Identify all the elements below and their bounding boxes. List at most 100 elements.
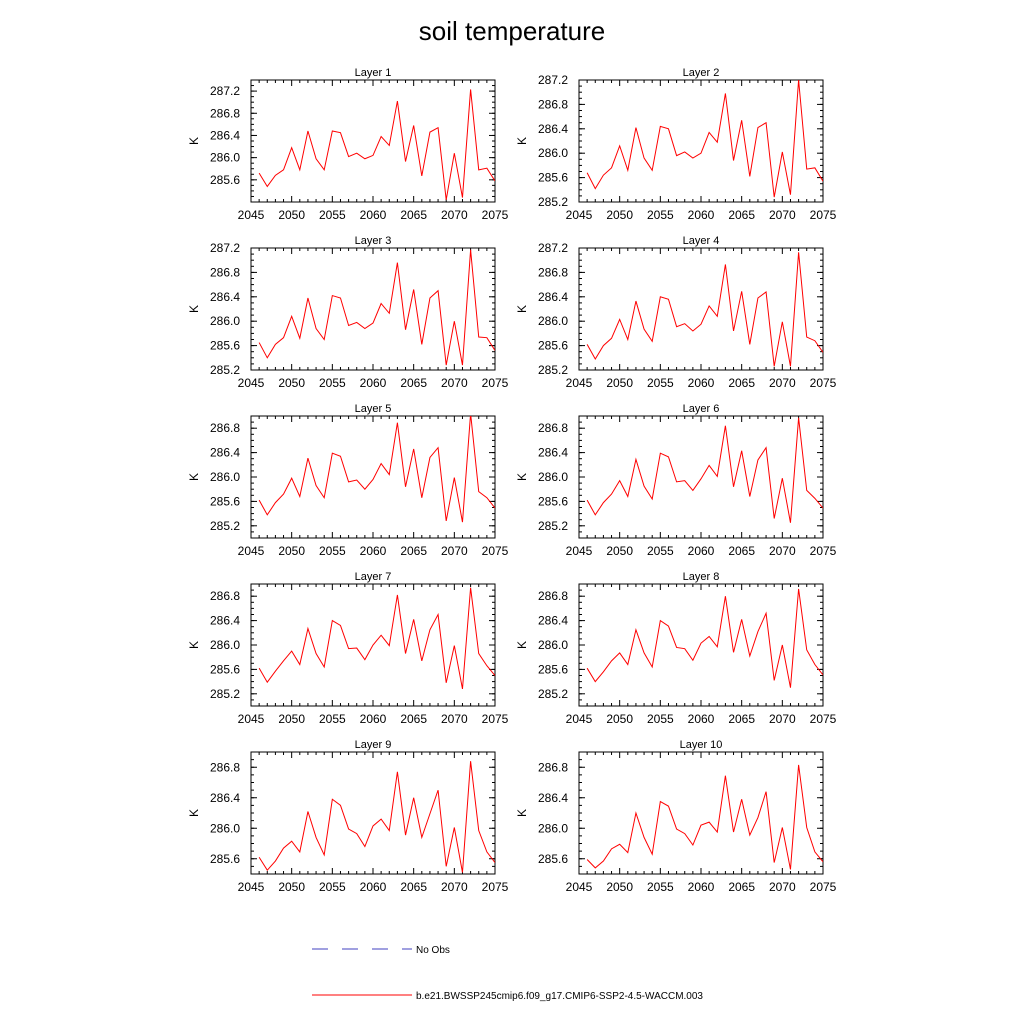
y-tick-label: 285.6 xyxy=(210,852,240,866)
plot-frame xyxy=(578,79,824,203)
x-tick-label: 2065 xyxy=(728,208,755,222)
y-tick-label: 286.0 xyxy=(210,470,240,484)
y-axis-label: K xyxy=(187,305,201,313)
panel-title: Layer 3 xyxy=(355,235,392,247)
y-tick-label: 286.8 xyxy=(210,265,240,279)
panel-title: Layer 8 xyxy=(683,571,720,583)
x-tick-label: 2045 xyxy=(238,712,265,726)
x-tick-label: 2070 xyxy=(769,208,796,222)
y-tick-label: 285.6 xyxy=(538,171,568,185)
y-tick-label: 286.0 xyxy=(210,821,240,835)
y-tick-label: 286.0 xyxy=(538,314,568,328)
plot-frame xyxy=(250,415,496,539)
y-tick-label: 286.8 xyxy=(210,760,240,774)
y-tick-label: 287.2 xyxy=(210,241,240,255)
panel-title: Layer 9 xyxy=(355,739,392,751)
y-tick-label: 286.8 xyxy=(538,760,568,774)
x-tick-label: 2045 xyxy=(566,712,593,726)
x-tick-label: 2045 xyxy=(238,880,265,894)
x-tick-label: 2055 xyxy=(647,544,674,558)
x-tick-label: 2055 xyxy=(647,208,674,222)
x-tick-label: 2055 xyxy=(647,376,674,390)
y-tick-label: 286.8 xyxy=(210,589,240,603)
y-tick-label: 286.0 xyxy=(210,314,240,328)
y-tick-label: 285.2 xyxy=(538,195,568,209)
x-tick-label: 2065 xyxy=(728,544,755,558)
y-tick-label: 286.8 xyxy=(210,421,240,435)
y-tick-label: 285.6 xyxy=(538,852,568,866)
y-tick-label: 285.6 xyxy=(538,494,568,508)
x-tick-label: 2065 xyxy=(400,208,427,222)
y-tick-label: 286.8 xyxy=(210,106,240,120)
y-tick-label: 286.0 xyxy=(210,638,240,652)
y-axis-label: K xyxy=(515,641,529,649)
x-tick-label: 2050 xyxy=(278,880,305,894)
y-tick-label: 286.0 xyxy=(538,638,568,652)
panel-title: Layer 1 xyxy=(355,67,392,79)
x-tick-label: 2050 xyxy=(606,880,633,894)
panel-title: Layer 4 xyxy=(683,235,720,247)
y-axis-label: K xyxy=(515,305,529,313)
plot-frame xyxy=(578,583,824,707)
legend-model-label: b.e21.BWSSP245cmip6.f09_g17.CMIP6-SSP2-4… xyxy=(416,991,703,1002)
x-tick-label: 2055 xyxy=(319,712,346,726)
panel-7: Layer 7 K 2045 2050 2055 2060 2065 2070 2075 285.… xyxy=(187,571,509,726)
y-tick-label: 286.4 xyxy=(210,791,240,805)
y-tick-label: 286.4 xyxy=(538,122,568,136)
y-tick-label: 285.6 xyxy=(538,339,568,353)
panel-title: Layer 10 xyxy=(680,739,723,751)
x-tick-label: 2050 xyxy=(278,208,305,222)
panel-6: Layer 6 K 2045 2050 2055 2060 2065 2070 2075 285.… xyxy=(515,403,837,558)
y-tick-label: 287.2 xyxy=(538,73,568,87)
panel-9: Layer 9 K 2045 2050 2055 2060 2065 2070 2075 285.… xyxy=(187,739,509,894)
panel-5: Layer 5 K 2045 2050 2055 2060 2065 2070 2075 285.… xyxy=(187,403,509,558)
x-tick-label: 2060 xyxy=(360,208,387,222)
x-tick-label: 2060 xyxy=(360,376,387,390)
x-tick-label: 2070 xyxy=(441,880,468,894)
y-tick-label: 286.4 xyxy=(210,446,240,460)
x-tick-label: 2070 xyxy=(769,880,796,894)
panel-title: Layer 2 xyxy=(683,67,720,79)
model-series-line xyxy=(258,89,495,200)
y-tick-label: 286.4 xyxy=(210,614,240,628)
y-tick-label: 285.2 xyxy=(538,363,568,377)
x-tick-label: 2075 xyxy=(482,208,509,222)
x-tick-label: 2075 xyxy=(482,376,509,390)
y-tick-label: 286.0 xyxy=(538,821,568,835)
y-tick-label: 285.2 xyxy=(210,687,240,701)
x-tick-label: 2045 xyxy=(566,208,593,222)
x-tick-label: 2060 xyxy=(688,544,715,558)
panel-8: Layer 8 K 2045 2050 2055 2060 2065 2070 2075 285.… xyxy=(515,571,837,726)
y-tick-label: 286.4 xyxy=(210,290,240,304)
x-tick-label: 2070 xyxy=(769,376,796,390)
model-series-line xyxy=(586,252,823,367)
x-tick-label: 2070 xyxy=(441,208,468,222)
y-tick-label: 285.2 xyxy=(210,363,240,377)
figure-title: soil temperature xyxy=(419,16,605,46)
legend: No Obs b.e21.BWSSP245cmip6.f09_g17.CMIP6… xyxy=(312,945,703,1002)
x-tick-label: 2065 xyxy=(400,376,427,390)
x-tick-label: 2045 xyxy=(238,544,265,558)
y-axis-label: K xyxy=(187,809,201,817)
x-tick-label: 2050 xyxy=(606,208,633,222)
x-tick-label: 2060 xyxy=(360,712,387,726)
panel-grid: Layer 1 K 2045 2050 2055 2060 2065 2070 2075 285.… xyxy=(187,67,837,894)
x-tick-label: 2070 xyxy=(441,376,468,390)
x-tick-label: 2045 xyxy=(238,208,265,222)
y-tick-label: 286.8 xyxy=(538,97,568,111)
model-series-line xyxy=(586,588,823,688)
x-tick-label: 2060 xyxy=(360,544,387,558)
panel-2: Layer 2 K 2045 2050 2055 2060 2065 2070 2075 285.… xyxy=(515,67,837,222)
x-tick-label: 2075 xyxy=(810,208,837,222)
y-tick-label: 285.6 xyxy=(210,662,240,676)
legend-obs-label: No Obs xyxy=(416,945,450,956)
x-tick-label: 2060 xyxy=(688,376,715,390)
x-tick-label: 2075 xyxy=(810,544,837,558)
x-tick-label: 2065 xyxy=(400,544,427,558)
x-tick-label: 2075 xyxy=(810,712,837,726)
model-series-line xyxy=(586,80,823,198)
x-tick-label: 2050 xyxy=(278,376,305,390)
x-tick-label: 2050 xyxy=(606,544,633,558)
y-tick-label: 286.8 xyxy=(538,421,568,435)
